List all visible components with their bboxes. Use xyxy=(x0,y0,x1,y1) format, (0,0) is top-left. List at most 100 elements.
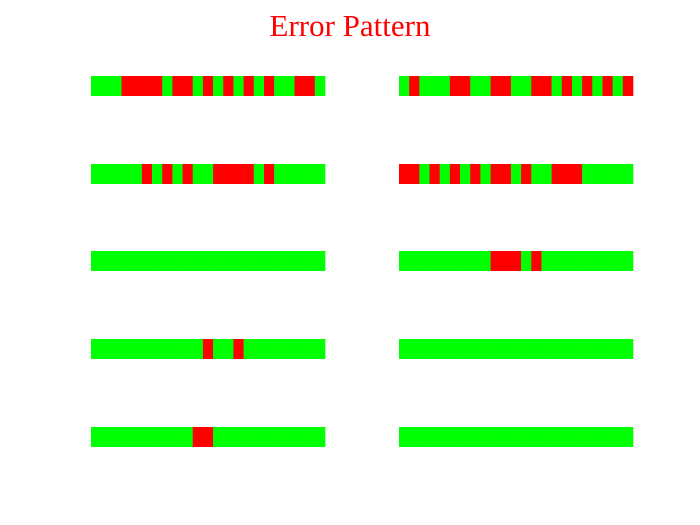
error-cell xyxy=(121,427,132,447)
error-cell xyxy=(460,339,471,359)
error-cell xyxy=(582,164,593,184)
error-cell xyxy=(233,164,244,184)
error-cell xyxy=(233,251,244,271)
error-cell xyxy=(561,427,573,447)
error-cell xyxy=(101,76,112,96)
error-cell xyxy=(551,251,563,271)
error-cell xyxy=(162,427,173,447)
error-cell xyxy=(500,251,512,271)
error-cell xyxy=(460,427,471,447)
error-cell xyxy=(172,164,183,184)
error-cell xyxy=(263,339,275,359)
error-cell xyxy=(622,339,634,359)
error-cell xyxy=(551,339,563,359)
error-cell xyxy=(510,427,522,447)
error-cell xyxy=(304,339,316,359)
error-cell xyxy=(284,339,295,359)
error-cell xyxy=(429,164,440,184)
error-cell xyxy=(490,251,502,271)
error-cell xyxy=(470,251,481,271)
error-cell xyxy=(480,427,491,447)
error-cell xyxy=(111,251,122,271)
error-cell xyxy=(521,251,532,271)
error-cell xyxy=(294,164,305,184)
error-cell xyxy=(274,339,285,359)
error-cell xyxy=(439,76,451,96)
error-cell xyxy=(91,427,102,447)
error-cell xyxy=(449,164,461,184)
error-cell xyxy=(223,164,234,184)
error-cell xyxy=(131,427,143,447)
error-cell xyxy=(531,164,542,184)
error-cell xyxy=(304,427,316,447)
error-cell xyxy=(551,164,563,184)
error-cell xyxy=(592,164,603,184)
error-cell xyxy=(531,251,542,271)
error-cell xyxy=(263,164,275,184)
error-cell xyxy=(602,76,613,96)
error-cell xyxy=(449,427,461,447)
error-cell xyxy=(399,339,410,359)
error-cell xyxy=(561,251,573,271)
error-cell xyxy=(243,427,255,447)
error-cell xyxy=(172,251,183,271)
error-cell xyxy=(592,251,603,271)
error-cell xyxy=(470,427,481,447)
error-cell xyxy=(510,164,522,184)
error-cell xyxy=(91,251,102,271)
error-cell xyxy=(152,427,163,447)
error-cell xyxy=(612,164,624,184)
error-cell xyxy=(490,76,502,96)
error-cell xyxy=(622,427,634,447)
error-cell xyxy=(561,339,573,359)
error-cell xyxy=(480,339,491,359)
error-cell xyxy=(612,76,624,96)
error-cell xyxy=(460,76,471,96)
error-cell xyxy=(409,251,420,271)
error-cell xyxy=(314,339,326,359)
error-cell xyxy=(304,251,316,271)
error-cell xyxy=(480,76,491,96)
error-cell xyxy=(561,164,573,184)
error-cell xyxy=(213,427,224,447)
error-cell xyxy=(253,251,265,271)
error-cell xyxy=(223,76,234,96)
error-cell xyxy=(172,76,183,96)
error-cell xyxy=(162,339,173,359)
error-cell xyxy=(551,76,563,96)
error-cell xyxy=(223,251,234,271)
error-cell xyxy=(399,164,410,184)
error-cell xyxy=(111,164,122,184)
error-cell xyxy=(162,164,173,184)
error-cell xyxy=(192,251,204,271)
error-cell xyxy=(111,427,122,447)
error-cell xyxy=(521,427,532,447)
error-cell xyxy=(470,339,481,359)
error-cell xyxy=(263,427,275,447)
error-cell xyxy=(202,427,214,447)
error-cell xyxy=(101,427,112,447)
error-cell xyxy=(131,251,143,271)
error-cell xyxy=(612,339,624,359)
error-cell xyxy=(571,339,583,359)
error-cell xyxy=(571,427,583,447)
error-cell xyxy=(213,76,224,96)
error-cell xyxy=(622,251,634,271)
error-cell xyxy=(419,339,430,359)
error-cell xyxy=(182,164,194,184)
error-cell xyxy=(192,76,204,96)
error-cell xyxy=(500,76,512,96)
error-cell xyxy=(612,427,624,447)
error-cell xyxy=(582,76,593,96)
error-cell xyxy=(162,76,173,96)
error-cell xyxy=(439,164,451,184)
error-cell xyxy=(314,427,326,447)
error-cell xyxy=(172,427,183,447)
error-cell xyxy=(399,251,410,271)
error-cell xyxy=(274,427,285,447)
error-cell xyxy=(233,339,244,359)
error-cell xyxy=(490,164,502,184)
error-cell xyxy=(182,339,194,359)
error-cell xyxy=(314,76,326,96)
error-cell xyxy=(409,76,420,96)
